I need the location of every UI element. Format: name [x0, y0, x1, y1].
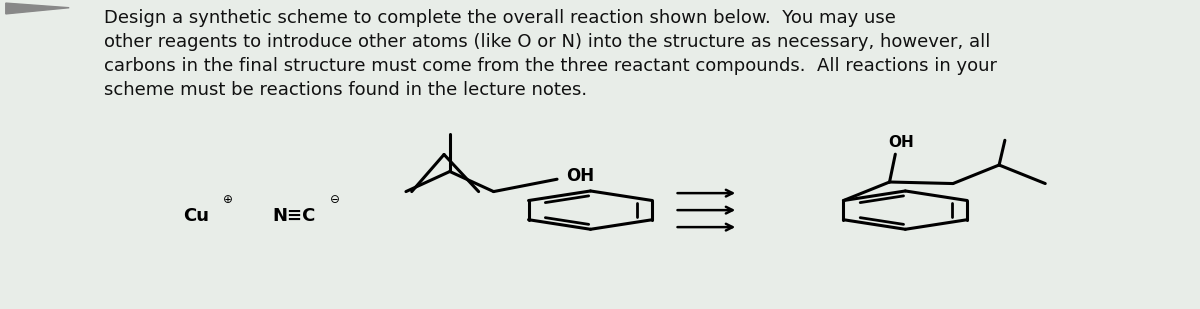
Text: OH: OH	[566, 167, 594, 185]
Text: N≡C: N≡C	[272, 207, 316, 225]
Text: $\oplus$: $\oplus$	[222, 193, 233, 206]
Text: Design a synthetic scheme to complete the overall reaction shown below.  You may: Design a synthetic scheme to complete th…	[103, 9, 997, 99]
Text: Cu: Cu	[184, 207, 209, 225]
Text: $\ominus$: $\ominus$	[329, 193, 340, 206]
Polygon shape	[6, 3, 70, 14]
Text: OH: OH	[888, 134, 914, 150]
